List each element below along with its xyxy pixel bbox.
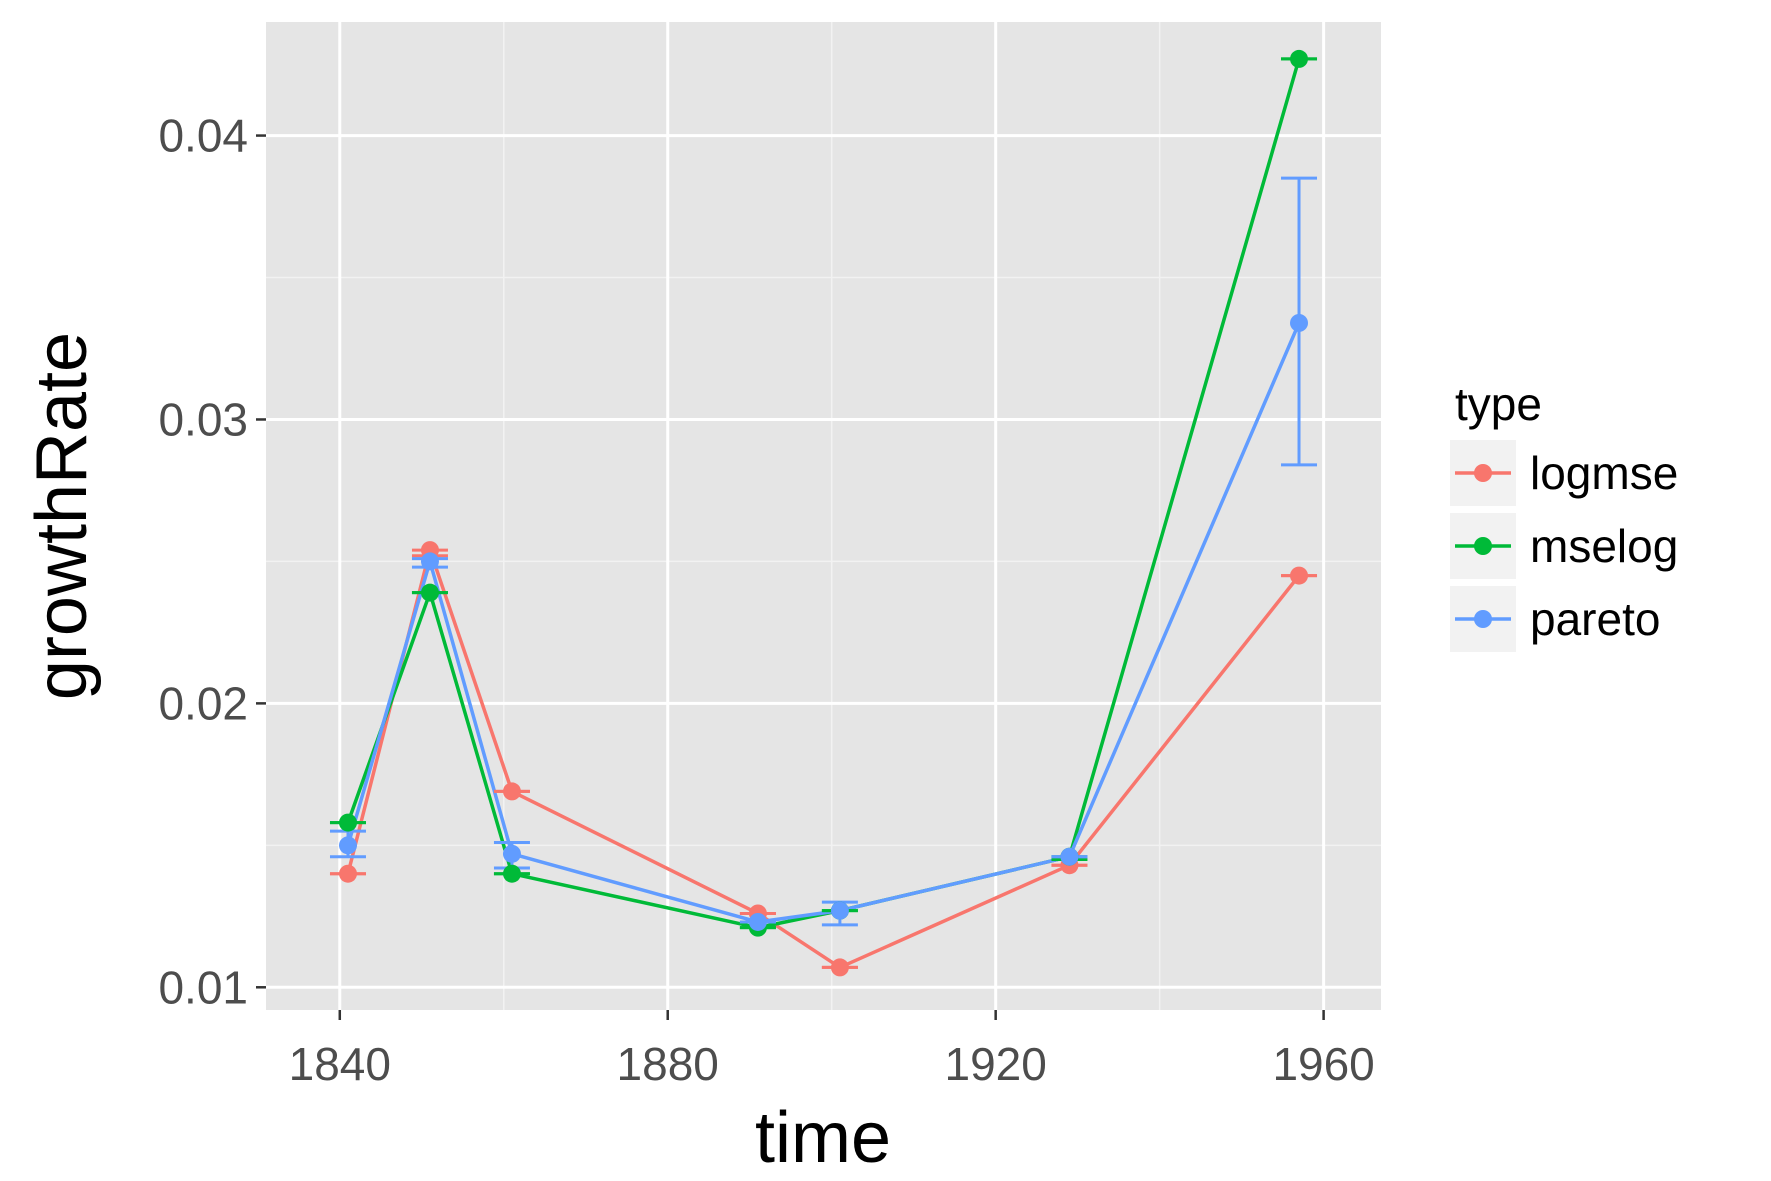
legend-key-point xyxy=(1474,464,1492,482)
point-mselog xyxy=(1290,49,1309,68)
point-logmse xyxy=(1290,566,1309,585)
legend-label-pareto: pareto xyxy=(1530,593,1660,645)
y-tick-label: 0.04 xyxy=(158,110,248,162)
y-axis: 0.01 0.02 0.03 0.04 xyxy=(158,110,266,1013)
point-logmse xyxy=(338,864,357,883)
y-tick-label: 0.03 xyxy=(158,393,248,445)
point-pareto xyxy=(830,901,849,920)
point-logmse xyxy=(502,782,521,801)
point-pareto xyxy=(420,552,439,571)
point-pareto xyxy=(748,912,767,931)
legend-label-mselog: mselog xyxy=(1530,520,1678,572)
point-mselog xyxy=(338,813,357,832)
point-pareto xyxy=(338,836,357,855)
y-axis-title: growthRate xyxy=(22,332,102,700)
legend-title: type xyxy=(1455,378,1542,430)
x-axis: 1840 1880 1920 1960 xyxy=(289,1010,1375,1090)
y-tick-label: 0.02 xyxy=(158,677,248,729)
legend-key-point xyxy=(1474,610,1492,628)
point-mselog xyxy=(420,583,439,602)
x-tick-label: 1840 xyxy=(289,1038,391,1090)
x-axis-title: time xyxy=(755,1098,891,1178)
point-pareto xyxy=(1060,847,1079,866)
point-mselog xyxy=(502,864,521,883)
x-tick-label: 1960 xyxy=(1272,1038,1374,1090)
point-logmse xyxy=(830,958,849,977)
series-layer xyxy=(329,49,1318,977)
x-tick-label: 1920 xyxy=(944,1038,1046,1090)
legend-label-logmse: logmse xyxy=(1530,447,1678,499)
y-tick-label: 0.01 xyxy=(158,961,248,1013)
point-pareto xyxy=(502,844,521,863)
point-pareto xyxy=(1290,313,1309,332)
plot-panel xyxy=(266,22,1381,1010)
legend: type logmse mselog pareto xyxy=(1450,378,1678,652)
x-tick-label: 1880 xyxy=(617,1038,719,1090)
legend-key-point xyxy=(1474,537,1492,555)
grid-minor xyxy=(266,22,1381,1010)
